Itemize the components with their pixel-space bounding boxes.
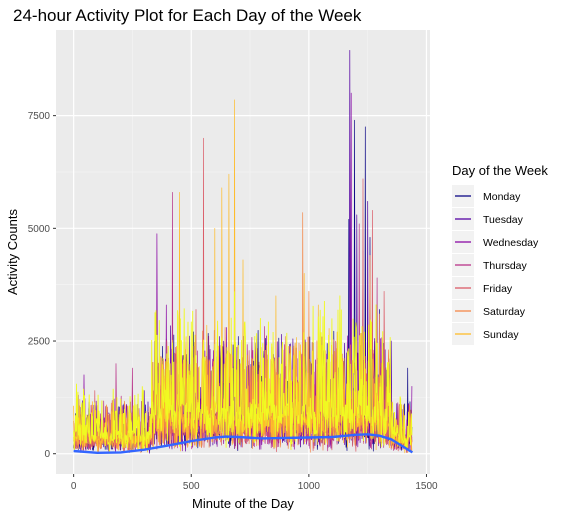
legend-label: Thursday: [483, 260, 528, 272]
legend-label: Wednesday: [483, 237, 539, 249]
y-axis-title: Activity Counts: [5, 209, 20, 295]
legend-item-friday: Friday: [452, 277, 513, 299]
legend-item-monday: Monday: [452, 185, 521, 207]
y-tick-label: 2500: [28, 337, 51, 348]
y-tick-label: 0: [44, 449, 50, 460]
grid-lines: [56, 30, 430, 474]
legend: Day of the Week Monday Tuesday Wednesday Th…: [452, 163, 548, 345]
y-tick-label: 5000: [28, 224, 51, 235]
legend-item-thursday: Thursday: [452, 254, 528, 276]
legend-label: Sunday: [483, 329, 519, 341]
x-axis-title: Minute of the Day: [192, 496, 294, 511]
legend-item-tuesday: Tuesday: [452, 208, 524, 230]
series-layer: [73, 49, 414, 454]
activity-fill-trace: [73, 291, 413, 454]
x-tick-label: 0: [71, 481, 77, 492]
smooth-trend-line: [73, 433, 414, 454]
legend-label: Monday: [483, 191, 521, 203]
legend-label: Friday: [483, 283, 513, 295]
legend-item-wednesday: Wednesday: [452, 231, 539, 253]
x-tick-label: 1000: [298, 481, 321, 492]
chart-title: 24-hour Activity Plot for Each Day of th…: [13, 6, 362, 25]
y-axis: 0 2500 5000 7500: [28, 111, 56, 460]
x-axis: 0 500 1000 1500: [71, 474, 438, 492]
x-tick-label: 1500: [415, 481, 438, 492]
y-tick-label: 7500: [28, 111, 51, 122]
legend-label: Tuesday: [483, 214, 524, 226]
legend-item-saturday: Saturday: [452, 300, 526, 322]
legend-item-sunday: Sunday: [452, 323, 519, 345]
legend-label: Saturday: [483, 306, 526, 318]
legend-title: Day of the Week: [452, 163, 548, 178]
x-tick-label: 500: [183, 481, 200, 492]
